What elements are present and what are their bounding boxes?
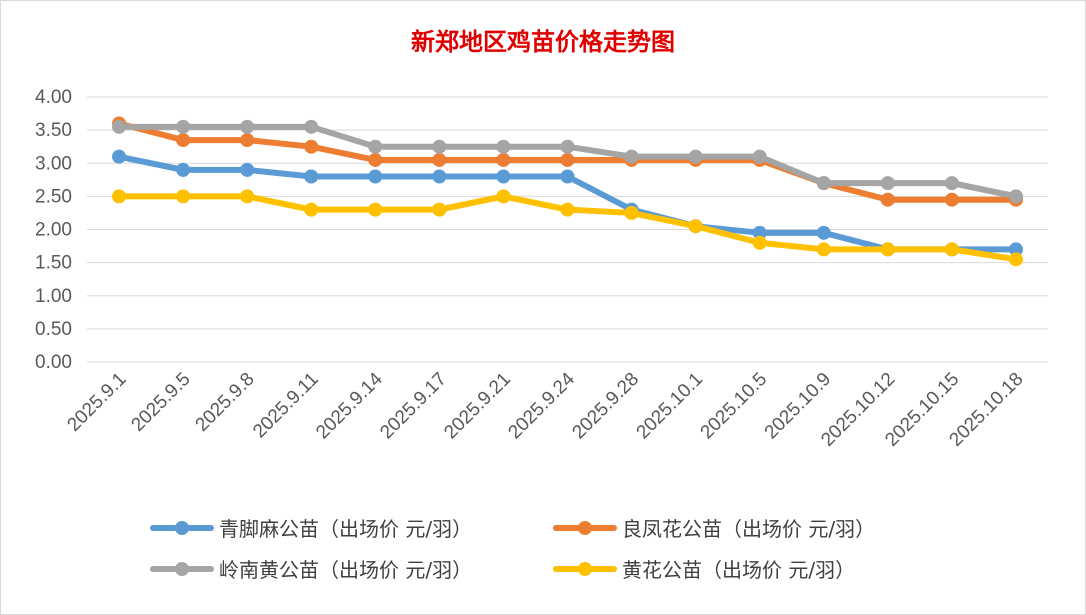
legend-swatch-marker	[175, 562, 189, 576]
legend-label: 黄花公苗（出场价 元/羽）	[622, 558, 855, 582]
data-point	[560, 202, 575, 217]
legend-item: 黄花公苗（出场价 元/羽）	[553, 558, 855, 582]
data-point	[560, 139, 575, 154]
data-point	[944, 192, 959, 207]
data-point	[496, 139, 511, 154]
series-3	[112, 119, 1023, 204]
data-point	[752, 235, 767, 250]
legend-label: 青脚麻公苗（出场价 元/羽）	[219, 517, 472, 541]
x-tick-label: 2025.9.17	[376, 369, 451, 444]
legend-swatch-marker	[578, 562, 592, 576]
y-tick-label: 2.00	[35, 220, 72, 241]
data-point	[240, 119, 255, 134]
data-point	[496, 169, 511, 184]
legend: 青脚麻公苗（出场价 元/羽） 良凤花公苗（出场价 元/羽） 岭南黄公苗（出场价 元/…	[150, 517, 875, 582]
data-point	[368, 169, 383, 184]
legend-swatch-marker	[578, 521, 592, 535]
data-point	[432, 139, 447, 154]
data-point	[432, 202, 447, 217]
data-point	[432, 169, 447, 184]
data-point	[304, 202, 319, 217]
chart-title: 新郑地区鸡苗价格走势图	[411, 27, 675, 56]
data-point	[432, 152, 447, 167]
data-point	[112, 189, 127, 204]
data-point	[752, 149, 767, 164]
data-point	[112, 119, 127, 134]
gridlines	[87, 96, 1048, 363]
data-point	[880, 242, 895, 257]
legend-label: 岭南黄公苗（出场价 元/羽）	[219, 558, 472, 582]
series-group	[112, 116, 1023, 267]
x-axis: 2025.9.12025.9.52025.9.82025.9.112025.9.…	[63, 368, 1027, 450]
x-tick-label: 2025.9.11	[249, 369, 323, 443]
data-point	[368, 202, 383, 217]
data-point	[944, 176, 959, 191]
y-tick-label: 0.50	[35, 319, 72, 340]
data-point	[240, 133, 255, 148]
data-point	[368, 152, 383, 167]
y-tick-label: 1.00	[35, 286, 72, 307]
x-tick-label: 2025.9.24	[504, 368, 579, 443]
data-point	[1008, 242, 1023, 257]
data-point	[240, 189, 255, 204]
data-point	[624, 149, 639, 164]
data-point	[496, 152, 511, 167]
data-point	[368, 139, 383, 154]
data-point	[624, 205, 639, 220]
data-point	[560, 169, 575, 184]
y-tick-label: 0.00	[35, 352, 72, 373]
data-point	[880, 176, 895, 191]
x-tick-label: 2025.9.5	[127, 369, 194, 436]
data-point	[176, 189, 191, 204]
x-tick-label: 2025.10.5	[697, 369, 772, 444]
data-point	[944, 242, 959, 257]
data-point	[176, 119, 191, 134]
data-point	[1008, 252, 1023, 267]
data-point	[496, 189, 511, 204]
data-point	[816, 176, 831, 191]
data-point	[880, 192, 895, 207]
legend-item: 岭南黄公苗（出场价 元/羽）	[150, 558, 472, 582]
data-point	[816, 225, 831, 240]
x-tick-label: 2025.10.1	[633, 369, 708, 444]
x-tick-label: 2025.9.8	[192, 369, 259, 436]
legend-item: 良凤花公苗（出场价 元/羽）	[553, 517, 875, 541]
data-point	[304, 139, 319, 154]
data-point	[240, 162, 255, 177]
data-point	[752, 225, 767, 240]
y-axis: 0.00 0.50 1.00 1.50 2.00 2.50 3.00 3.50 4.00	[35, 87, 72, 373]
x-tick-label: 2025.9.1	[63, 369, 130, 436]
y-tick-label: 2.50	[35, 186, 72, 207]
data-point	[688, 149, 703, 164]
y-tick-label: 1.50	[35, 253, 72, 274]
data-point	[176, 133, 191, 148]
x-tick-label: 2025.9.14	[312, 368, 387, 443]
data-point	[816, 242, 831, 257]
x-tick-label: 2025.9.21	[440, 369, 515, 444]
x-tick-label: 2025.9.28	[568, 369, 643, 444]
legend-swatch-marker	[175, 521, 189, 535]
y-tick-label: 4.00	[35, 87, 72, 108]
series-4	[112, 189, 1023, 267]
data-point	[560, 152, 575, 167]
data-point	[304, 169, 319, 184]
data-point	[304, 119, 319, 134]
data-point	[112, 149, 127, 164]
data-point	[688, 219, 703, 234]
y-tick-label: 3.00	[35, 153, 72, 174]
y-tick-label: 3.50	[35, 120, 72, 141]
data-point	[1008, 189, 1023, 204]
legend-item: 青脚麻公苗（出场价 元/羽）	[150, 517, 472, 541]
data-point	[176, 162, 191, 177]
legend-label: 良凤花公苗（出场价 元/羽）	[622, 517, 875, 541]
